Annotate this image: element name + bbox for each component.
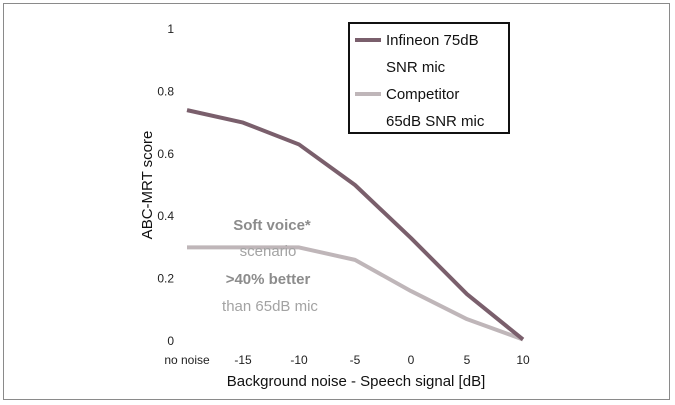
y-tick-label: 0.6	[157, 147, 174, 161]
annotation-scenario: scenario	[240, 243, 297, 260]
x-tick-label: -10	[290, 353, 308, 367]
annotation-better: >40% better	[226, 271, 311, 288]
legend: Infineon 75dB SNR mic Competitor 65dB SN…	[348, 22, 510, 134]
series-line-competitor	[187, 245, 524, 342]
series-line-infineon	[186, 108, 525, 341]
x-tick-label: 10	[516, 353, 530, 367]
legend-label-infineon-line2: SNR mic	[386, 59, 446, 76]
y-tick-label: 0.2	[157, 272, 174, 286]
y-tick-label: 0.8	[157, 84, 174, 98]
y-tick-label: 0.4	[157, 209, 174, 223]
y-tick-label: 0	[167, 334, 174, 348]
x-tick-label: 5	[464, 353, 471, 367]
annotation-than-65db: than 65dB mic	[222, 298, 318, 315]
x-tick-label: no noise	[164, 353, 210, 367]
chart-frame	[3, 3, 670, 400]
annotation-soft-voice: Soft voice*	[233, 217, 311, 234]
legend-label-competitor-line1: Competitor	[386, 86, 459, 103]
x-tick-label: 0	[408, 353, 415, 367]
y-tick-label: 1	[167, 22, 174, 36]
x-tick-label: -5	[350, 353, 361, 367]
x-tick-label: -15	[234, 353, 252, 367]
y-axis-title: ABC-MRT score	[139, 131, 156, 240]
legend-label-competitor-line2: 65dB SNR mic	[386, 113, 485, 130]
x-axis-title: Background noise - Speech signal [dB]	[227, 373, 486, 390]
legend-label-infineon-line1: Infineon 75dB	[386, 32, 479, 49]
